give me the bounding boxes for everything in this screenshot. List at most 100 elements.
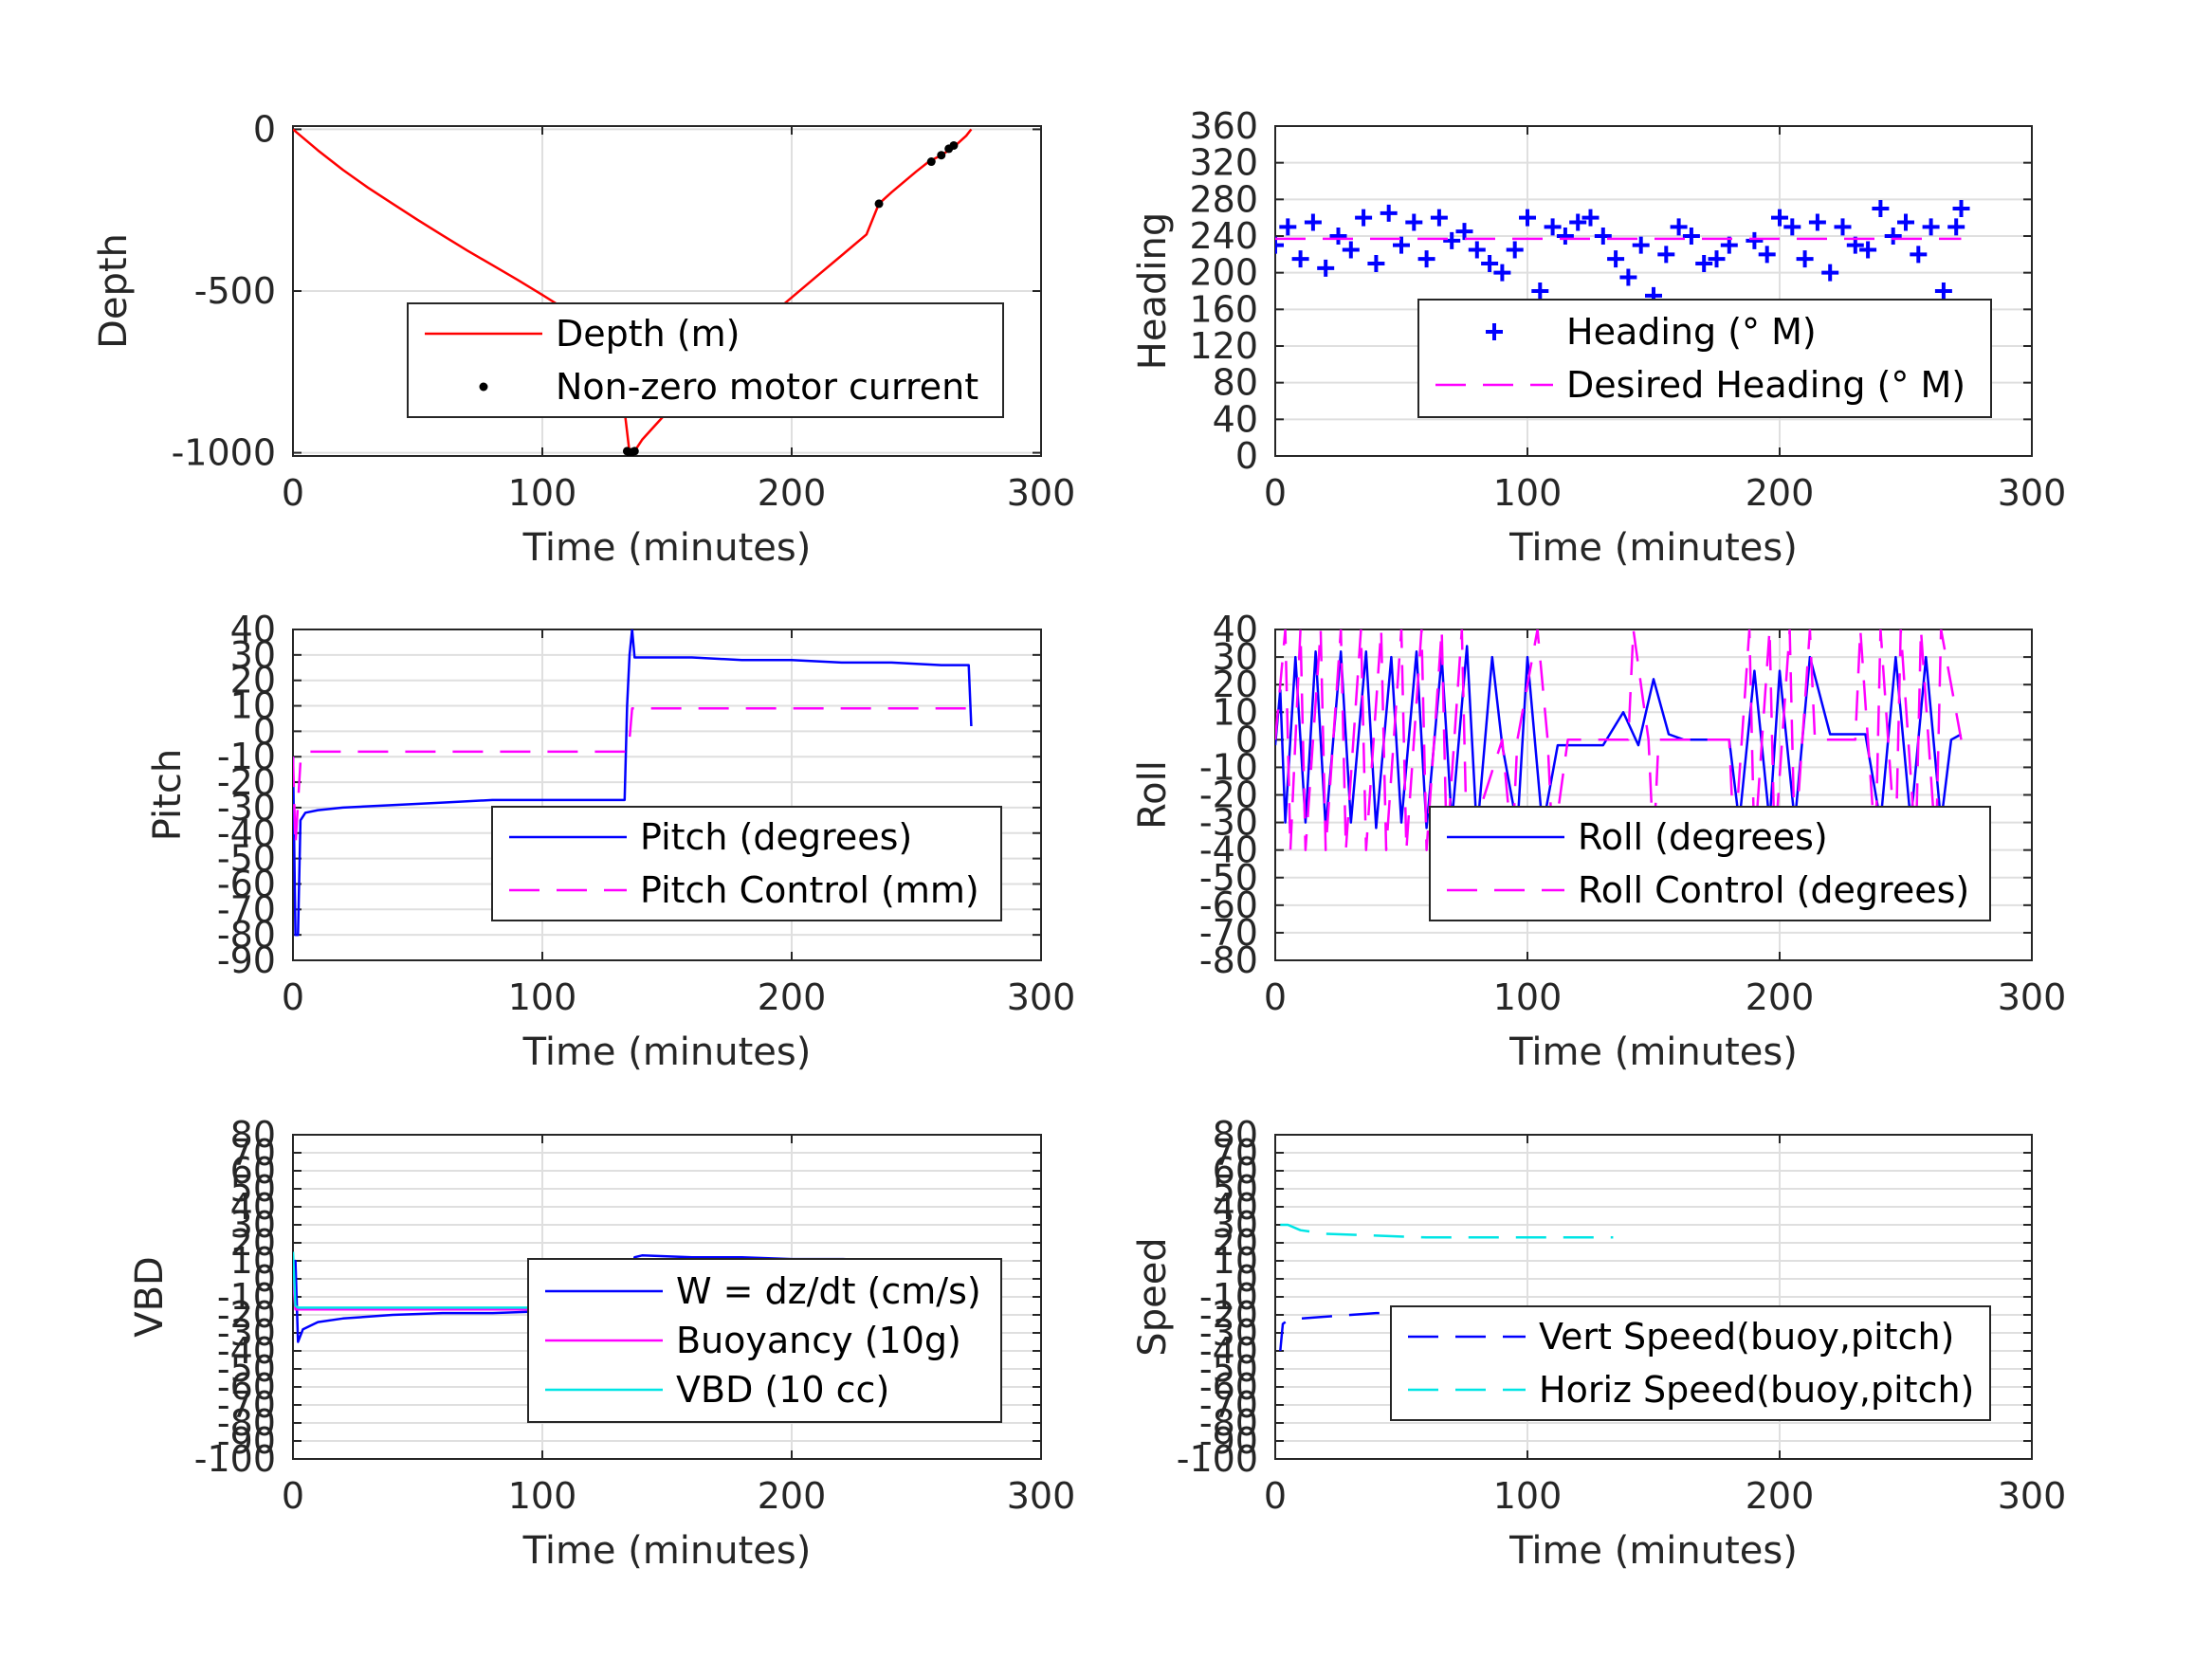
- data-point: [1884, 228, 1902, 245]
- y-tick-label: -40: [217, 812, 276, 854]
- series-line-pitch-1: [293, 706, 972, 848]
- data-point: [1657, 246, 1675, 264]
- y-tick-label: 60: [1213, 1150, 1258, 1192]
- x-tick-label: 100: [1493, 472, 1563, 514]
- data-point: [1317, 259, 1335, 277]
- ticks: 0 100 200 300-100-90-80-70-60-50-40-30-20-1…: [194, 1114, 1076, 1517]
- y-tick-label: -90: [1199, 1420, 1258, 1462]
- heading-chart: 0 100 200 30004080120160200240280320360Time…: [1131, 105, 2066, 570]
- y-tick-label: 30: [1213, 636, 1258, 678]
- x-axis-label: Time (minutes): [522, 1529, 812, 1573]
- y-tick-label: -90: [217, 1420, 276, 1462]
- y-tick-label: -70: [1199, 1384, 1258, 1426]
- y-tick-label: 30: [1213, 1204, 1258, 1246]
- x-tick-label: 100: [1493, 976, 1563, 1018]
- x-tick-label: 0: [282, 1475, 304, 1517]
- data-point: [1859, 241, 1877, 259]
- y-tick-label: 360: [1189, 105, 1258, 147]
- x-axis-label: Time (minutes): [1508, 1529, 1798, 1573]
- legend-box: [407, 302, 1004, 418]
- data-point: [1670, 218, 1688, 236]
- x-tick-label: 200: [1746, 472, 1815, 514]
- series-line-pitch-0: [293, 629, 973, 937]
- data-point: [1380, 204, 1398, 222]
- legend-box: [1417, 299, 1992, 418]
- legend-box: [491, 806, 1002, 921]
- y-tick-label: 40: [230, 609, 276, 650]
- vbd-chart: 0 100 200 300-100-90-80-70-60-50-40-30-20-1…: [128, 1114, 1075, 1573]
- axes-box: [1274, 125, 2033, 457]
- data-point: [1607, 250, 1625, 268]
- y-tick-label: -20: [217, 761, 276, 803]
- y-tick-label: 280: [1189, 178, 1258, 220]
- y-tick-label: -90: [217, 939, 276, 981]
- y-tick-label: -20: [1199, 1294, 1258, 1336]
- data-point: [1455, 223, 1473, 241]
- data-point: [1695, 255, 1713, 272]
- legend-label: Vert Speed(buoy,pitch): [1539, 1316, 1954, 1358]
- data-point: [1746, 231, 1764, 249]
- legend-label: Desired Heading (° M): [1566, 364, 1965, 406]
- data-point: [1355, 209, 1373, 227]
- x-axis-label: Time (minutes): [1508, 526, 1798, 570]
- y-tick-label: -10: [1199, 746, 1258, 788]
- legend-label: Pitch (degrees): [640, 816, 912, 858]
- data-point: [1834, 218, 1852, 236]
- y-tick-label: 40: [1213, 609, 1258, 650]
- series-line-roll-1: [1275, 629, 1963, 851]
- y-tick-label: -10: [217, 736, 276, 777]
- data-point: [1367, 255, 1385, 272]
- data-point: [1872, 200, 1890, 217]
- x-tick-label: 200: [758, 472, 827, 514]
- data-point: [1594, 228, 1612, 245]
- series-heading-0: [1275, 200, 1970, 319]
- y-tick-label: 0: [1235, 719, 1258, 760]
- y-tick-label: 50: [230, 1168, 276, 1210]
- data-point: [1506, 241, 1524, 259]
- y-tick-label: -60: [1199, 884, 1258, 926]
- x-tick-label: 100: [508, 472, 577, 514]
- x-tick-label: 300: [1007, 472, 1076, 514]
- y-tick-label: 80: [230, 1114, 276, 1156]
- y-tick-label: 320: [1189, 142, 1258, 184]
- data-point: [1291, 250, 1309, 268]
- y-tick-label: 60: [230, 1150, 276, 1192]
- y-tick-label: -30: [1199, 1312, 1258, 1354]
- y-tick-label: -50: [1199, 857, 1258, 899]
- x-tick-label: 300: [1007, 1475, 1076, 1517]
- y-tick-label: -30: [217, 1312, 276, 1354]
- x-tick-label: 200: [758, 1475, 827, 1517]
- data-point: [1417, 250, 1435, 268]
- y-tick-label: 0: [253, 710, 276, 752]
- y-tick-label: -30: [217, 787, 276, 829]
- legend-label: Depth (m): [556, 313, 740, 355]
- y-tick-label: 0: [253, 108, 276, 150]
- y-tick-label: -100: [194, 1438, 276, 1480]
- data-point: [1682, 228, 1700, 245]
- y-tick-label: -70: [217, 888, 276, 930]
- data-point: [1393, 236, 1410, 254]
- y-tick-label: 160: [1189, 288, 1258, 330]
- x-tick-label: 300: [1007, 976, 1076, 1018]
- y-tick-label: 240: [1189, 215, 1258, 257]
- x-tick-label: 100: [508, 976, 577, 1018]
- y-tick-label: -80: [217, 1402, 276, 1444]
- legend-label: W = dz/dt (cm/s): [676, 1270, 981, 1312]
- data-point: [1821, 264, 1839, 282]
- data-point: [1910, 246, 1928, 264]
- data-point: [1922, 218, 1940, 236]
- y-tick-label: -20: [217, 1294, 276, 1336]
- legend: Pitch (degrees) Pitch Control (mm): [491, 806, 1002, 921]
- y-tick-label: -70: [217, 1384, 276, 1426]
- data-point: [1544, 218, 1562, 236]
- data-point: [1405, 213, 1423, 231]
- y-tick-label: 20: [230, 660, 276, 702]
- data-point: [1808, 213, 1826, 231]
- y-tick-label: 120: [1189, 325, 1258, 367]
- y-tick-label: 20: [1213, 664, 1258, 705]
- y-tick-label: 0: [1235, 435, 1258, 477]
- speed-chart: 0 100 200 300-100-90-80-70-60-50-40-30-20-1…: [1131, 1114, 2066, 1573]
- data-point: [1569, 213, 1587, 231]
- data-point: [1279, 218, 1297, 236]
